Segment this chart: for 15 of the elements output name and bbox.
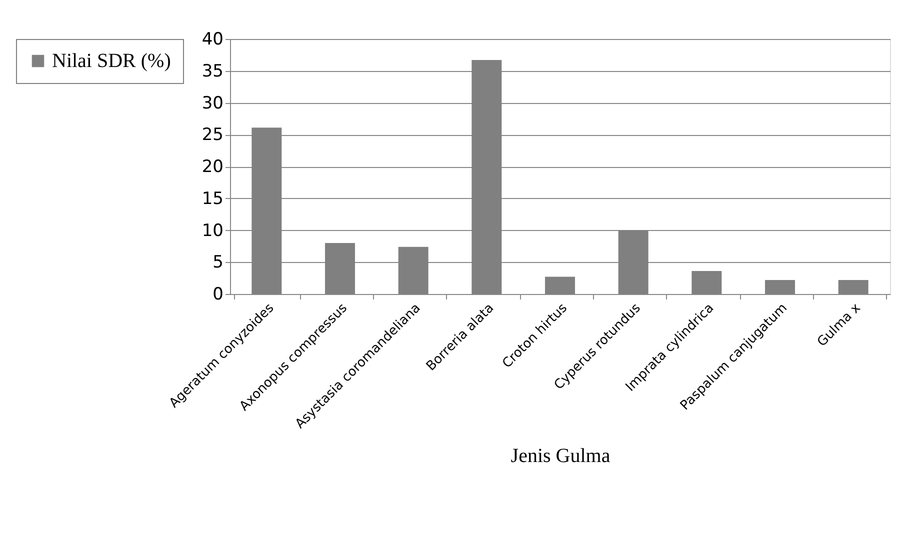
y-tick-label: 15 xyxy=(202,188,224,209)
bar xyxy=(692,271,722,294)
y-tick-label: 10 xyxy=(202,220,224,241)
bar xyxy=(838,280,868,294)
y-tick-label: 20 xyxy=(202,157,224,177)
y-tick-label: 40 xyxy=(202,30,224,50)
y-tick-label: 30 xyxy=(202,93,224,114)
bar xyxy=(765,280,795,294)
y-tick-label: 25 xyxy=(202,125,224,146)
legend-label: Nilai SDR (%) xyxy=(52,50,171,72)
bar xyxy=(545,276,575,294)
y-tick-label: 5 xyxy=(212,252,224,273)
x-axis-title: Jenis Gulma xyxy=(510,445,610,468)
y-tick-label: 35 xyxy=(202,61,224,82)
y-tick-label: 0 xyxy=(212,284,224,304)
